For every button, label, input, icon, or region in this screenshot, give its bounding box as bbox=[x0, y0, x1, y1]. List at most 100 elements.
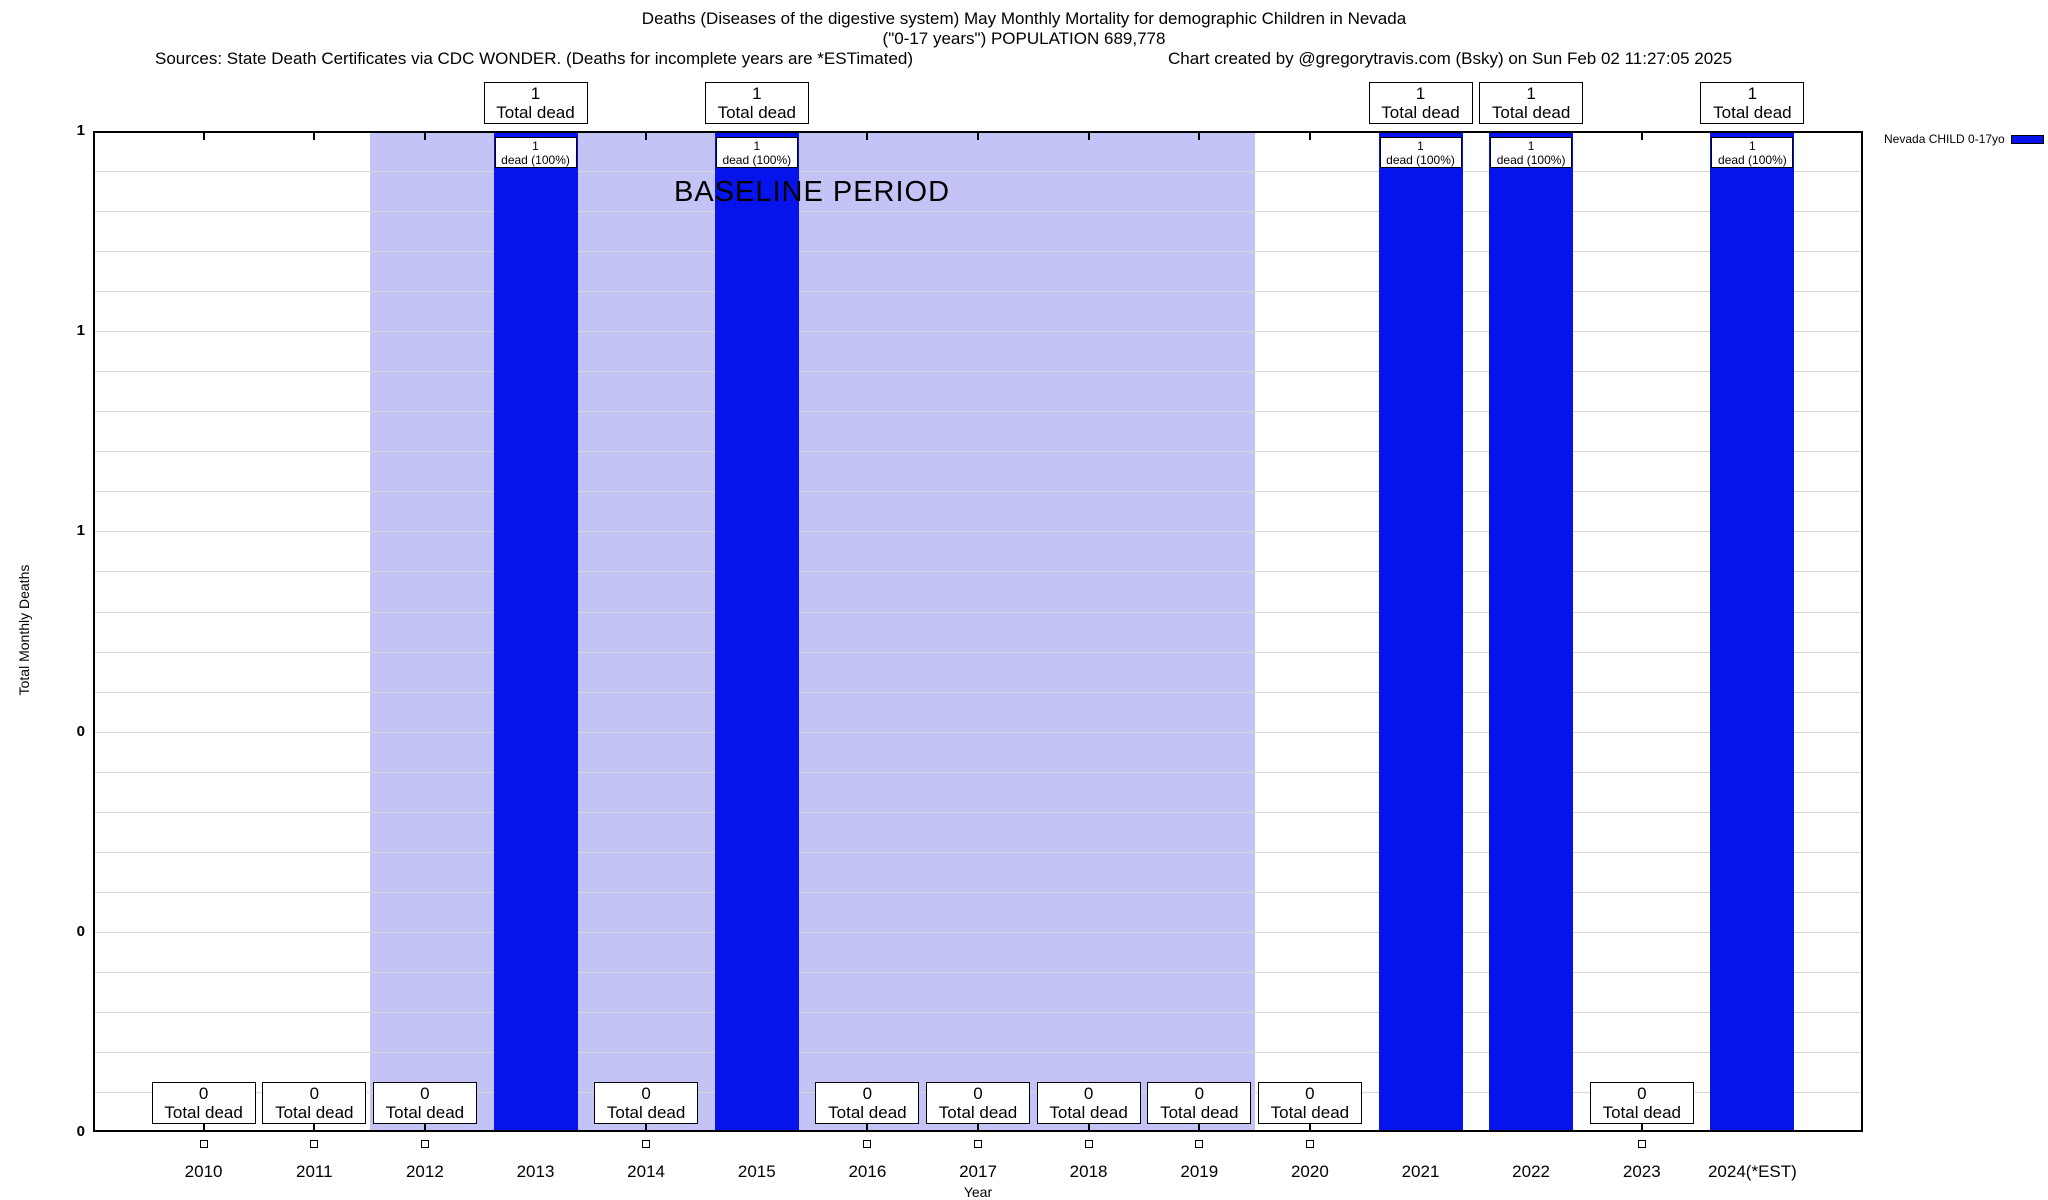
bar bbox=[1489, 131, 1574, 1132]
x-tick-label: 2017 bbox=[959, 1162, 997, 1181]
legend: Nevada CHILD 0-17yo bbox=[1884, 132, 2044, 146]
y-tick-label: 1 bbox=[76, 322, 85, 340]
total-dead-box-zero: 0 Total dead bbox=[1257, 1082, 1362, 1124]
bar bbox=[1710, 131, 1795, 1132]
bar-inplot-label: 1 dead (100%) bbox=[494, 137, 577, 168]
x-tick-bottom bbox=[1198, 1123, 1201, 1132]
x-tick-top bbox=[202, 131, 205, 140]
x-tick-bottom bbox=[313, 1123, 316, 1132]
gridline bbox=[93, 771, 1863, 773]
zero-point-marker bbox=[199, 1140, 208, 1148]
zero-point-marker bbox=[974, 1140, 982, 1148]
gridline bbox=[93, 611, 1863, 613]
bar bbox=[493, 131, 578, 1132]
x-tick-label: 2013 bbox=[516, 1162, 555, 1181]
x-tick-bottom bbox=[866, 1123, 869, 1132]
x-tick-top bbox=[1087, 131, 1090, 140]
x-tick-label: 2023 bbox=[1622, 1162, 1661, 1181]
bar-inplot-label: 1 dead (100%) bbox=[1490, 137, 1573, 168]
y-tick-label: 1 bbox=[76, 122, 85, 139]
gridline bbox=[93, 1011, 1863, 1013]
gridline bbox=[93, 571, 1863, 573]
bar-inplot-label: 1 dead (100%) bbox=[1379, 137, 1462, 168]
chart-title: Deaths (Diseases of the digestive system… bbox=[641, 9, 1407, 28]
sources-note: Sources: State Death Certificates via CD… bbox=[155, 49, 914, 68]
bar bbox=[714, 131, 799, 1132]
bar-inplot-label: 1 dead (100%) bbox=[1711, 137, 1794, 168]
total-dead-box-top: 1 Total dead bbox=[1700, 82, 1805, 124]
gridline bbox=[93, 371, 1863, 373]
x-tick-bottom bbox=[202, 1123, 205, 1132]
y-tick-label: 1 bbox=[76, 522, 85, 540]
total-dead-box-zero: 0 Total dead bbox=[262, 1082, 367, 1124]
x-tick-top bbox=[866, 131, 869, 140]
x-tick-label: 2020 bbox=[1290, 1162, 1329, 1181]
total-dead-box-zero: 0 Total dead bbox=[1036, 1082, 1141, 1124]
x-tick-top bbox=[1640, 131, 1643, 140]
zero-point-marker bbox=[420, 1140, 429, 1148]
x-tick-label: 2024(*EST) bbox=[1707, 1162, 1797, 1181]
y-tick-label: 0 bbox=[76, 922, 85, 940]
gridline bbox=[93, 491, 1863, 493]
x-tick-bottom bbox=[1640, 1123, 1643, 1132]
zero-point-marker bbox=[642, 1140, 651, 1148]
x-tick-label: 2011 bbox=[296, 1162, 333, 1181]
x-tick-bottom bbox=[977, 1123, 979, 1132]
x-tick-top bbox=[1198, 131, 1201, 140]
legend-series-label: Nevada CHILD 0-17yo bbox=[1884, 132, 2005, 146]
x-tick-label: 2010 bbox=[184, 1162, 223, 1181]
x-tick-label: 2012 bbox=[405, 1162, 444, 1181]
gridline bbox=[93, 971, 1863, 973]
gridline bbox=[93, 291, 1863, 293]
zero-point-marker bbox=[1305, 1140, 1314, 1148]
bar bbox=[1378, 131, 1463, 1132]
zero-point-marker bbox=[1637, 1140, 1646, 1148]
gridline bbox=[93, 1051, 1863, 1053]
gridline bbox=[93, 411, 1863, 413]
legend-color-swatch-icon bbox=[2010, 134, 2044, 144]
baseline-period-label: BASELINE PERIOD bbox=[673, 176, 951, 208]
total-dead-box-top: 1 Total dead bbox=[1479, 82, 1584, 124]
x-tick-label: 2014 bbox=[627, 1162, 665, 1181]
gridline bbox=[93, 851, 1863, 853]
total-dead-box-zero: 0 Total dead bbox=[1589, 1082, 1694, 1124]
total-dead-box-zero: 0 Total dead bbox=[815, 1082, 920, 1124]
x-tick-label: 2018 bbox=[1069, 1162, 1108, 1181]
zero-point-marker bbox=[1195, 1140, 1204, 1148]
x-tick-label: 2022 bbox=[1512, 1162, 1550, 1181]
bar-inplot-label: 1 dead (100%) bbox=[715, 137, 798, 168]
x-tick-top bbox=[423, 131, 426, 140]
x-tick-label: 2021 bbox=[1401, 1162, 1440, 1181]
gridline bbox=[93, 931, 1863, 933]
total-dead-box-zero: 0 Total dead bbox=[1147, 1082, 1252, 1124]
gridline bbox=[93, 691, 1863, 693]
gridline bbox=[93, 531, 1863, 533]
x-tick-bottom bbox=[1308, 1123, 1311, 1132]
x-tick-top bbox=[977, 131, 979, 140]
gridline bbox=[93, 891, 1863, 893]
x-tick-bottom bbox=[1087, 1123, 1090, 1132]
total-dead-box-zero: 0 Total dead bbox=[594, 1082, 699, 1124]
gridline bbox=[93, 331, 1863, 333]
gridline bbox=[93, 451, 1863, 453]
x-tick-top bbox=[313, 131, 316, 140]
total-dead-box-top: 1 Total dead bbox=[1368, 82, 1473, 124]
gridline bbox=[93, 731, 1863, 733]
total-dead-box-top: 1 Total dead bbox=[704, 82, 809, 124]
x-tick-label: 2016 bbox=[848, 1162, 887, 1181]
total-dead-box-zero: 0 Total dead bbox=[926, 1082, 1030, 1124]
total-dead-box-top: 1 Total dead bbox=[483, 82, 588, 124]
y-tick-label: 0 bbox=[76, 1123, 85, 1140]
x-tick-bottom bbox=[645, 1123, 648, 1132]
y-axis-title: Total Monthly Deaths bbox=[16, 564, 32, 696]
zero-point-marker bbox=[310, 1140, 319, 1148]
gridline bbox=[93, 651, 1863, 653]
x-tick-bottom bbox=[423, 1123, 426, 1132]
x-axis-title: Year bbox=[963, 1184, 993, 1200]
chart-subtitle: ("0-17 years") POPULATION 689,778 bbox=[882, 29, 1166, 48]
gridline bbox=[93, 811, 1863, 813]
gridline bbox=[93, 251, 1863, 253]
zero-point-marker bbox=[1084, 1140, 1093, 1148]
